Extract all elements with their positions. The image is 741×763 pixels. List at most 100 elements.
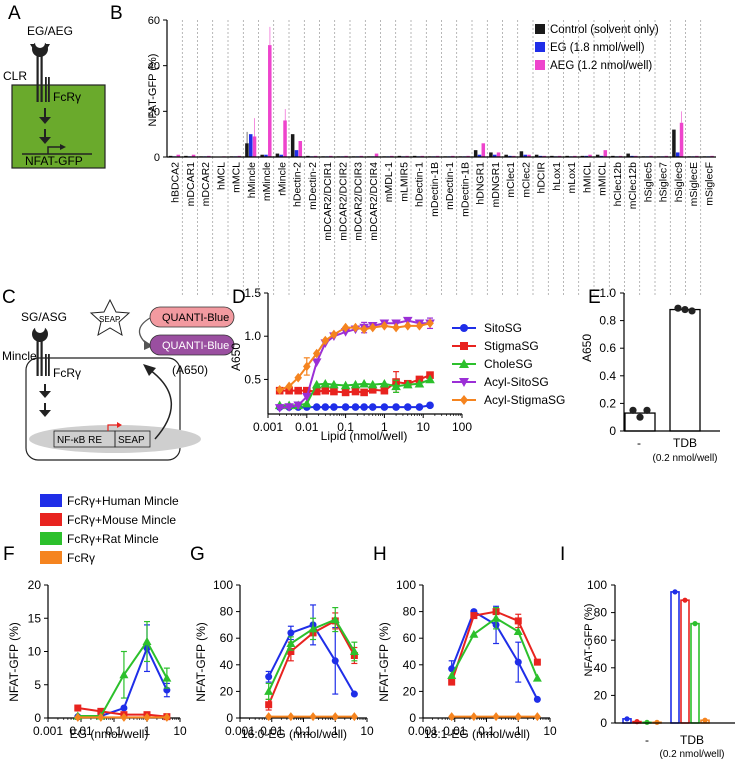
secretion-arrow-icon <box>149 369 172 440</box>
replicate-point <box>692 621 698 627</box>
xtick-label: mMDL-1 <box>383 162 395 202</box>
xtick-label: 0.1 <box>106 724 123 738</box>
bar <box>690 622 700 724</box>
panel-i-xtick-control: - <box>645 733 649 747</box>
data-point <box>331 657 339 665</box>
xtick-label: mClec12b <box>627 162 639 209</box>
xtick-label: mSiglecF <box>703 162 715 206</box>
xtick-label: hMCL <box>215 162 227 190</box>
mincle-cup-hole <box>35 323 45 333</box>
xtick-label: mMincle <box>261 162 273 201</box>
xtick-label: mDectin-1B <box>459 162 471 217</box>
xtick-label: hClec12b <box>612 162 624 207</box>
data-point <box>287 712 295 722</box>
data-point <box>265 712 273 722</box>
data-point <box>142 637 152 646</box>
xtick-label: mDectin-2 <box>307 162 319 210</box>
data-point <box>514 712 522 722</box>
data-point <box>514 658 522 666</box>
data-point <box>379 378 390 388</box>
data-point <box>287 629 295 637</box>
bar <box>294 150 299 157</box>
data-point <box>284 403 294 412</box>
data-point <box>415 403 424 411</box>
ytick-label: 1.0 <box>244 329 261 343</box>
bar <box>534 154 539 157</box>
reporter-box-right <box>114 430 151 448</box>
data-point <box>402 379 413 389</box>
xtick-label: 10 <box>543 724 557 738</box>
panel-c: C SG/ASG Mincle FcRγ NF-κB RE SEAP SEAP … <box>2 287 235 461</box>
data-point <box>302 392 312 402</box>
data-point <box>391 381 401 391</box>
bar <box>588 154 592 157</box>
data-point <box>162 673 172 682</box>
fcrg-stalk <box>45 77 47 102</box>
panel-e-ylabel: A650 <box>580 334 594 362</box>
ytick-label: 0 <box>409 711 416 725</box>
xtick-label: hMICL <box>581 162 593 193</box>
data-point <box>329 379 339 389</box>
ytick-label: 40 <box>403 658 417 672</box>
legend-swatch-eg <box>535 42 545 52</box>
panel-d-ylabel: A650 <box>229 343 243 371</box>
bar <box>268 45 272 157</box>
seap-star-icon <box>89 298 131 337</box>
data-point <box>403 321 412 331</box>
xtick-label: 0.01 <box>260 724 284 738</box>
bar <box>679 122 684 157</box>
data-point <box>359 378 369 388</box>
data-point <box>367 379 378 389</box>
data-point <box>350 712 358 722</box>
bar <box>669 308 701 432</box>
panel-label-f: F <box>3 544 15 565</box>
ytick-label: 40 <box>220 658 234 672</box>
series-line <box>279 319 431 409</box>
panel-label-h: H <box>373 544 387 565</box>
xtick-label: mDCAR1 <box>185 162 197 206</box>
quanti-blue-product <box>149 334 235 356</box>
panel-i: I NFAT-GFP (%) 0 20 40 60 80 100 - TDB (0.2 n… <box>560 544 735 760</box>
panel-label-e: E <box>588 287 601 308</box>
panel-e: E A650 0 0.2 0.4 0.6 0.8 1.0 - TDB (0.2 nmol/… <box>580 286 720 464</box>
legend-label: FcRγ+Rat Mincle <box>67 532 159 546</box>
data-point <box>97 707 105 715</box>
legend-swatch <box>40 551 62 564</box>
xtick-label: mDNGR1 <box>490 162 502 208</box>
panel-b-xticks: hBDCA2 mDCAR1 mDCAR2 hMCL mMCL hMincle mMincle… <box>170 162 716 241</box>
data-point <box>321 386 330 395</box>
xtick-label: 1 <box>515 724 522 738</box>
bar <box>492 154 497 157</box>
bar <box>283 120 287 157</box>
panel-f-ylabel: NFAT-GFP (%) <box>7 622 21 702</box>
xtick-label: hBDCA2 <box>170 162 182 203</box>
panel-d-legend: SitoSG StigmaSG CholeSG Acyl-SitoSG Acyl-Sti… <box>452 321 565 407</box>
bar <box>680 599 690 724</box>
data-point <box>340 328 351 337</box>
signal-arrow-c-icon <box>39 384 51 417</box>
panel-label-a: A <box>8 3 21 24</box>
panel-f: F NFAT-GFP (%) EG (nmol/well) 0.001 0.01 0… <box>3 544 187 741</box>
data-point <box>265 701 273 709</box>
ytick-label: 0 <box>609 424 616 438</box>
xtick-label: hLox1 <box>551 162 563 191</box>
ytick-label: 15 <box>28 611 42 625</box>
panel-b-legend: Control (solvent only) EG (1.8 nmol/well… <box>535 24 659 72</box>
xtick-label: mMCL <box>231 162 243 193</box>
xtick-label: 0.001 <box>225 724 255 738</box>
legend-marker <box>459 378 469 387</box>
ytick-label: 0.8 <box>599 314 616 328</box>
xtick-label: 100 <box>452 420 472 434</box>
data-point <box>350 690 358 698</box>
ytick-label: 0 <box>154 152 160 164</box>
replicate-point <box>629 406 637 414</box>
receptor-stalk-2 <box>40 56 43 102</box>
schematic-c-receptor: Mincle <box>2 349 37 363</box>
panel-label-i: I <box>560 544 565 565</box>
legend-label: SitoSG <box>484 321 522 335</box>
promoter-arrow-c-icon <box>107 424 117 431</box>
panel-g-ylabel: NFAT-GFP (%) <box>194 622 208 702</box>
bar <box>279 154 283 157</box>
panel-e-xtick-tdb: TDB <box>673 436 697 450</box>
